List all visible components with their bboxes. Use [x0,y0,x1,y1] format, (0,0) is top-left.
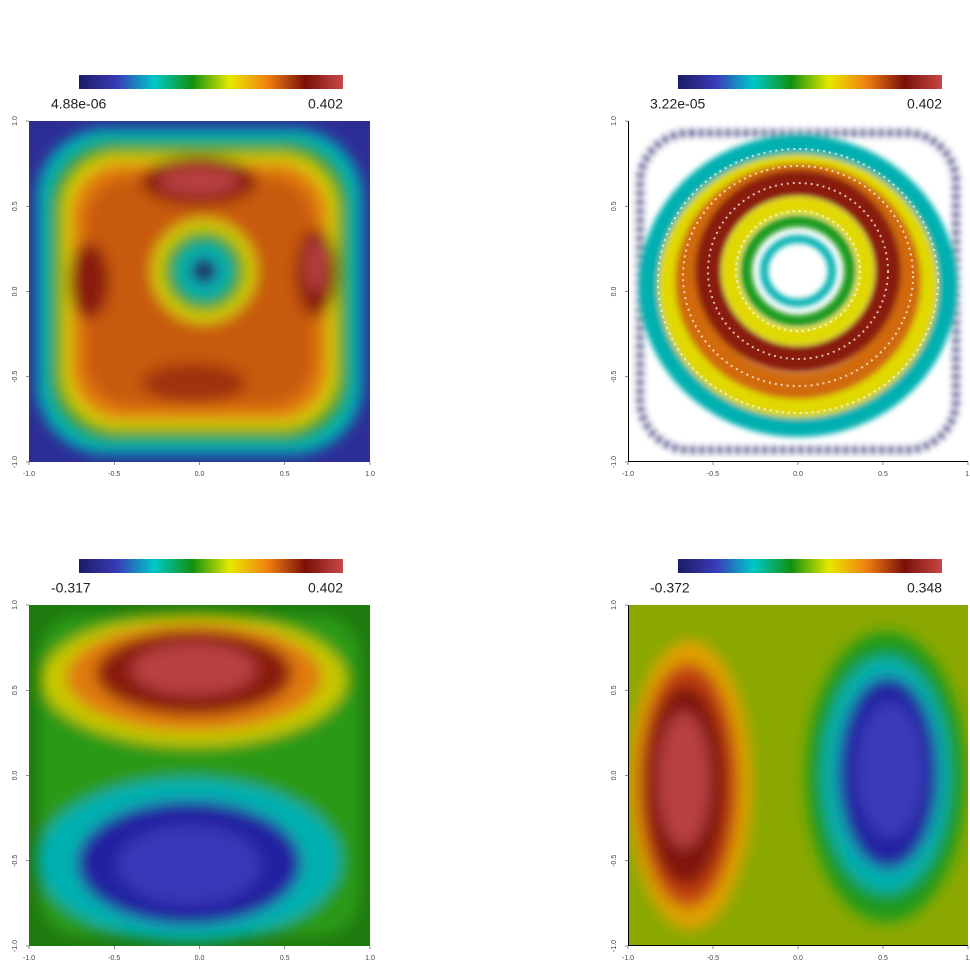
y-tick-label: -1.0 [611,940,618,952]
x-tick-label: 0.5 [280,471,290,478]
x-tick-label: 0.5 [878,955,888,962]
x-tick-label: 0.5 [280,955,290,962]
x-tick-label: 1.0 [365,955,375,962]
y-tick-label: 0.0 [611,771,618,781]
x-tick-label: -1.0 [23,955,35,962]
colorbar-label: 0.348 [907,580,942,596]
x-tick-label: -0.5 [108,955,120,962]
colorbar-label: -0.317 [51,580,91,596]
y-tick-label: -0.5 [12,371,19,383]
y-tick-label: 1.0 [12,600,19,610]
x-tick-label: 0.0 [195,955,205,962]
colorbar-label: 0.402 [308,96,343,112]
x-tick-label: 0.0 [195,471,205,478]
x-tick-label: 0.0 [793,955,803,962]
y-tick-label: 1.0 [12,116,19,126]
field-panel-2 [628,121,968,462]
colorbar-label: 0.402 [907,96,942,112]
x-tick-label: -1.0 [23,471,35,478]
y-tick-label: 0.0 [12,287,19,297]
x-tick-label: -0.5 [707,471,719,478]
y-tick-label: 1.0 [611,116,618,126]
y-tick-label: 0.5 [12,685,19,695]
y-tick-label: 0.0 [12,771,19,781]
colorbar-label: 3.22e-05 [650,96,705,112]
y-tick-label: -1.0 [12,456,19,468]
x-tick-label: -0.5 [707,955,719,962]
y-tick-label: -1.0 [611,456,618,468]
y-tick-label: -1.0 [12,940,19,952]
colorbar [678,75,942,89]
x-tick-label: 1. [965,471,970,478]
y-tick-label: -0.5 [611,371,618,383]
colorbar-label: 0.402 [308,580,343,596]
y-tick-label: 1.0 [611,600,618,610]
colorbar-label: -0.372 [650,580,690,596]
field-panel-3 [29,605,370,946]
colorbar [79,559,343,573]
colorbar [79,75,343,89]
figure: 4.88e-06 0.402 -1.0 -0.5 0.0 0.5 1.0 -1.0 -0.5 0.… [0,0,970,966]
field-panel-1 [29,121,370,462]
colorbar-label: 4.88e-06 [51,96,106,112]
field-panel-4 [628,605,968,946]
colorbar [678,559,942,573]
x-tick-label: -0.5 [108,471,120,478]
y-tick-label: 0.5 [611,201,618,211]
y-tick-label: -0.5 [12,855,19,867]
x-tick-label: 1. [965,955,970,962]
x-tick-label: 0.5 [878,471,888,478]
x-tick-label: -1.0 [622,471,634,478]
y-tick-label: 0.0 [611,287,618,297]
x-tick-label: 0.0 [793,471,803,478]
x-tick-label: -1.0 [622,955,634,962]
y-tick-label: 0.5 [611,685,618,695]
y-tick-label: -0.5 [611,855,618,867]
y-tick-label: 0.5 [12,201,19,211]
x-tick-label: 1.0 [365,471,375,478]
